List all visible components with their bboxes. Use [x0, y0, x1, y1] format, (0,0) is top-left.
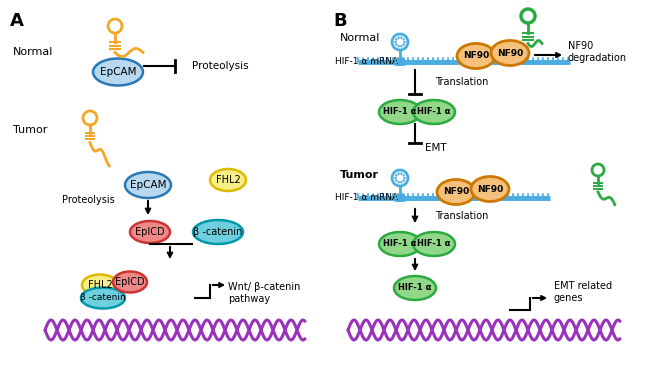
- Text: Wnt/ β-catenin
pathway: Wnt/ β-catenin pathway: [228, 282, 300, 304]
- Ellipse shape: [81, 288, 125, 308]
- Text: NF90: NF90: [497, 49, 523, 58]
- Circle shape: [402, 179, 405, 182]
- Text: A: A: [10, 12, 24, 30]
- Text: NF90: NF90: [443, 188, 469, 196]
- Circle shape: [397, 173, 400, 175]
- Circle shape: [400, 45, 402, 47]
- Circle shape: [108, 19, 122, 33]
- Text: Normal: Normal: [13, 47, 53, 57]
- Text: FHL2: FHL2: [216, 175, 240, 185]
- Ellipse shape: [437, 179, 475, 205]
- Circle shape: [395, 38, 398, 41]
- Circle shape: [395, 41, 396, 43]
- Circle shape: [395, 177, 396, 179]
- Circle shape: [83, 111, 97, 125]
- Text: Normal: Normal: [340, 33, 380, 43]
- Text: EMT: EMT: [425, 143, 447, 153]
- Text: HIF-1 α mRNA: HIF-1 α mRNA: [335, 193, 398, 203]
- Text: HIF-1 α: HIF-1 α: [398, 283, 432, 293]
- Text: HIF-1 α: HIF-1 α: [417, 239, 450, 249]
- Text: Proteolysis: Proteolysis: [192, 61, 248, 71]
- Text: Translation: Translation: [435, 77, 488, 87]
- Text: EpCAM: EpCAM: [130, 180, 166, 190]
- Circle shape: [400, 173, 402, 175]
- Ellipse shape: [125, 172, 171, 198]
- Text: NF90
degradation: NF90 degradation: [568, 41, 627, 63]
- Ellipse shape: [457, 44, 495, 68]
- Text: Proteolysis: Proteolysis: [62, 195, 115, 205]
- Ellipse shape: [193, 220, 243, 244]
- Circle shape: [397, 181, 400, 183]
- Text: FHL2: FHL2: [88, 280, 112, 290]
- Ellipse shape: [413, 232, 455, 256]
- Circle shape: [397, 37, 400, 39]
- Ellipse shape: [113, 271, 147, 293]
- Text: Tumor: Tumor: [13, 125, 47, 135]
- Circle shape: [400, 37, 402, 39]
- Text: NF90: NF90: [477, 185, 503, 193]
- Text: EpICD: EpICD: [115, 277, 145, 287]
- Text: HIF-1 α: HIF-1 α: [384, 107, 417, 117]
- Circle shape: [402, 174, 405, 176]
- Circle shape: [403, 177, 406, 179]
- Circle shape: [521, 9, 535, 23]
- Circle shape: [402, 44, 405, 46]
- Ellipse shape: [491, 41, 529, 66]
- Text: NF90: NF90: [463, 51, 489, 61]
- Text: Tumor: Tumor: [340, 170, 379, 180]
- Circle shape: [392, 34, 408, 50]
- Ellipse shape: [471, 176, 509, 201]
- Circle shape: [395, 44, 398, 46]
- Circle shape: [400, 181, 402, 183]
- Ellipse shape: [394, 276, 436, 300]
- Circle shape: [397, 45, 400, 47]
- Text: HIF-1 α: HIF-1 α: [417, 107, 450, 117]
- Circle shape: [402, 38, 405, 41]
- Circle shape: [392, 170, 408, 186]
- Text: β -catenin: β -catenin: [80, 293, 126, 303]
- Text: HIF-1 α mRNA: HIF-1 α mRNA: [335, 58, 398, 66]
- Ellipse shape: [93, 59, 143, 86]
- Text: EpICD: EpICD: [135, 227, 165, 237]
- Ellipse shape: [413, 100, 455, 124]
- Circle shape: [395, 179, 398, 182]
- Ellipse shape: [379, 232, 421, 256]
- Text: Translation: Translation: [435, 211, 488, 221]
- Circle shape: [395, 174, 398, 176]
- Text: B: B: [333, 12, 346, 30]
- Text: EpCAM: EpCAM: [99, 67, 136, 77]
- Ellipse shape: [210, 169, 246, 191]
- Text: EMT related
genes: EMT related genes: [554, 281, 612, 303]
- Circle shape: [403, 41, 406, 43]
- Ellipse shape: [82, 274, 118, 296]
- Text: β -catenin: β -catenin: [193, 227, 242, 237]
- Ellipse shape: [379, 100, 421, 124]
- Text: HIF-1 α: HIF-1 α: [384, 239, 417, 249]
- Ellipse shape: [130, 221, 170, 243]
- Circle shape: [592, 164, 604, 176]
